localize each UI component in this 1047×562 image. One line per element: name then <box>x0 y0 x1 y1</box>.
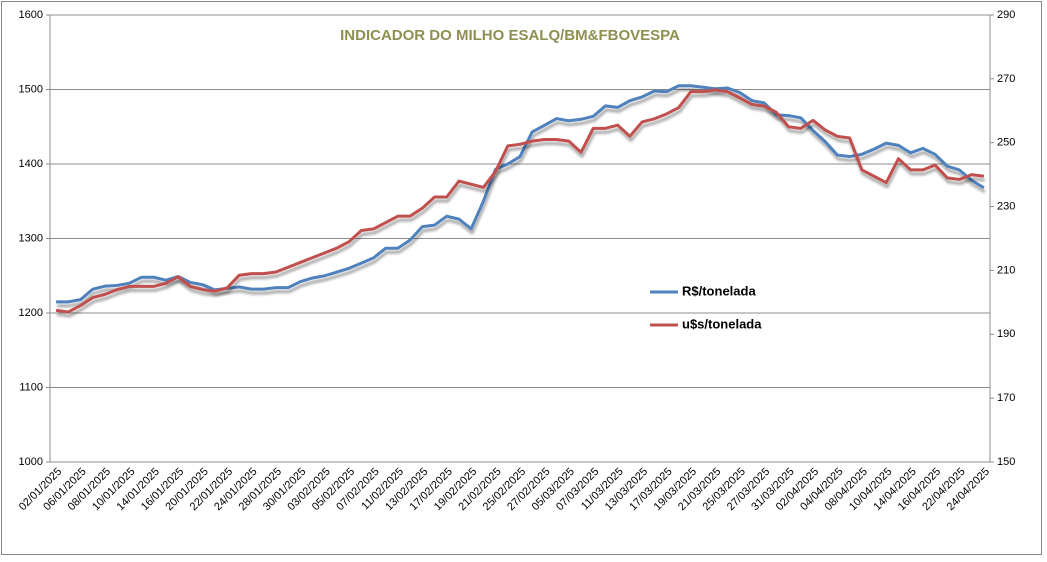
legend-text: u$s/tonelada <box>682 316 762 331</box>
y2-tick-label: 170 <box>997 392 1015 404</box>
chart-title: INDICADOR DO MILHO ESALQ/BM&FBOVESPA <box>340 27 680 44</box>
plot-area <box>49 14 991 463</box>
y-tick-label: 1400 <box>19 158 43 170</box>
y-tick-label: 1000 <box>19 456 43 468</box>
y-tick-label: 1200 <box>19 307 43 319</box>
y-tick-label: 1100 <box>19 381 43 393</box>
y2-tick-label: 230 <box>997 200 1015 212</box>
y2-tick-label: 190 <box>997 328 1015 340</box>
y-tick-label: 1600 <box>19 9 43 21</box>
y-tick-label: 1500 <box>19 83 43 95</box>
series-line <box>55 88 985 314</box>
y2-tick-label: 210 <box>997 264 1015 276</box>
y2-tick-label: 150 <box>997 456 1015 468</box>
y2-tick-label: 290 <box>997 9 1015 21</box>
y2-tick-label: 270 <box>997 73 1015 85</box>
legend-text: R$/tonelada <box>682 283 756 298</box>
series-line <box>56 84 985 304</box>
y2-tick-label: 250 <box>997 137 1015 149</box>
y-tick-label: 1300 <box>19 232 43 244</box>
